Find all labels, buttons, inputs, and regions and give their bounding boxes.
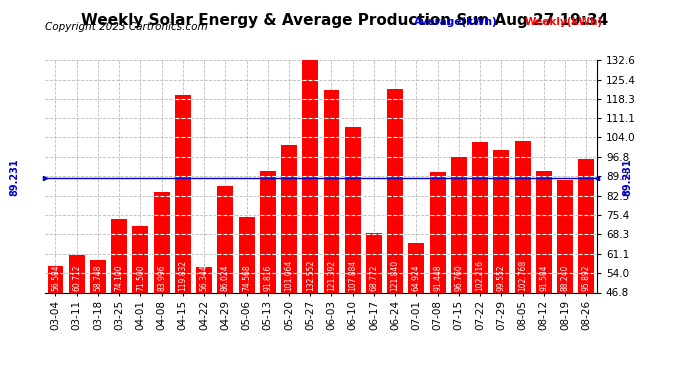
Bar	[408, 243, 424, 375]
Bar	[515, 141, 531, 375]
Bar	[48, 266, 63, 375]
Bar	[217, 186, 233, 375]
Bar	[472, 142, 488, 375]
Bar	[111, 219, 127, 375]
Bar	[493, 150, 509, 375]
Text: 83.996: 83.996	[157, 264, 166, 291]
Bar	[239, 217, 255, 375]
Text: 101.064: 101.064	[284, 260, 293, 291]
Text: 121.392: 121.392	[327, 260, 336, 291]
Text: 121.840: 121.840	[391, 260, 400, 291]
Text: 60.712: 60.712	[72, 265, 81, 291]
Bar	[536, 171, 552, 375]
Text: 89.231: 89.231	[10, 159, 19, 196]
Text: Average(kWh): Average(kWh)	[414, 17, 497, 27]
Bar	[451, 157, 467, 375]
Text: 88.240: 88.240	[560, 265, 569, 291]
Text: 56.584: 56.584	[51, 264, 60, 291]
Text: 107.884: 107.884	[348, 260, 357, 291]
Bar	[196, 267, 212, 375]
Bar	[69, 255, 85, 375]
Bar	[90, 260, 106, 375]
Text: 132.552: 132.552	[306, 260, 315, 291]
Bar	[430, 171, 446, 375]
Bar	[366, 233, 382, 375]
Text: 91.448: 91.448	[433, 265, 442, 291]
Text: 91.584: 91.584	[540, 265, 549, 291]
Bar	[324, 90, 339, 375]
Bar	[260, 171, 276, 375]
Text: 96.760: 96.760	[454, 264, 464, 291]
Bar	[302, 60, 318, 375]
Bar	[132, 226, 148, 375]
Text: 95.892: 95.892	[582, 265, 591, 291]
Text: 89.231: 89.231	[622, 159, 632, 196]
Text: 99.552: 99.552	[497, 264, 506, 291]
Text: 119.832: 119.832	[178, 260, 188, 291]
Bar	[387, 89, 403, 375]
Text: 74.568: 74.568	[242, 264, 251, 291]
Bar	[154, 192, 170, 375]
Text: 64.924: 64.924	[412, 264, 421, 291]
Text: 71.500: 71.500	[136, 264, 145, 291]
Text: 102.216: 102.216	[475, 260, 484, 291]
Text: 56.344: 56.344	[199, 264, 208, 291]
Bar	[345, 127, 361, 375]
Text: 102.768: 102.768	[518, 260, 527, 291]
Text: 86.024: 86.024	[221, 265, 230, 291]
Bar	[281, 146, 297, 375]
Bar	[175, 94, 191, 375]
Text: Weekly(kWh): Weekly(kWh)	[524, 17, 602, 27]
Text: 68.772: 68.772	[369, 265, 378, 291]
Text: 74.100: 74.100	[115, 264, 124, 291]
Text: Copyright 2023 Cartronics.com: Copyright 2023 Cartronics.com	[45, 22, 208, 33]
Text: Weekly Solar Energy & Average Production Sun Aug 27 19:34: Weekly Solar Energy & Average Production…	[81, 13, 609, 28]
Text: 91.816: 91.816	[264, 265, 273, 291]
Bar	[557, 180, 573, 375]
Bar	[578, 159, 594, 375]
Text: 58.748: 58.748	[93, 265, 102, 291]
